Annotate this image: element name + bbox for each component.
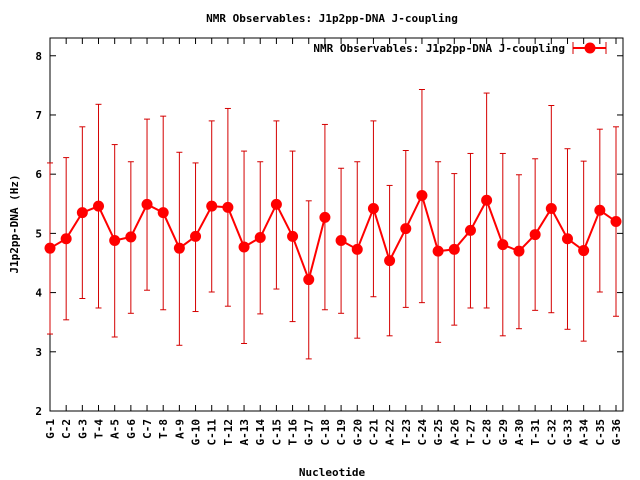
data-point xyxy=(222,201,234,213)
x-tick-label: G-36 xyxy=(610,419,623,446)
x-axis: G-1 C-2 G-3 T-4 A-5 G-6 C-7 T-8 A-9 G-10 C-11 T-12 A… xyxy=(44,38,623,446)
x-tick-label: A-5 xyxy=(109,419,122,439)
series-line-segment xyxy=(49,202,326,283)
x-axis-label: Nucleotide xyxy=(299,466,366,479)
series-line-segment xyxy=(340,192,617,264)
data-point xyxy=(109,234,121,246)
x-tick-label: T-27 xyxy=(464,419,477,446)
chart-title: NMR Observables: J1p2pp-DNA J-coupling xyxy=(206,12,458,25)
x-tick-label: T-23 xyxy=(400,419,413,446)
x-tick-label: C-18 xyxy=(319,419,332,446)
data-point xyxy=(416,189,428,201)
x-tick-label: G-1 xyxy=(44,419,57,439)
data-point xyxy=(303,274,315,286)
x-tick-label: C-7 xyxy=(141,419,154,439)
x-tick-label: G-14 xyxy=(254,419,267,446)
y-tick-label: 8 xyxy=(35,50,42,63)
x-tick-label: G-17 xyxy=(303,419,316,446)
data-point xyxy=(448,243,460,255)
data-point xyxy=(157,207,169,219)
data-point xyxy=(529,229,541,241)
x-tick-label: C-32 xyxy=(545,419,558,446)
x-tick-label: A-9 xyxy=(173,419,186,439)
data-point xyxy=(400,223,412,235)
data-point xyxy=(497,239,509,251)
legend-label: NMR Observables: J1p2pp-DNA J-coupling xyxy=(313,42,565,55)
y-tick-label: 5 xyxy=(35,227,42,240)
x-tick-label: T-16 xyxy=(287,419,300,446)
x-tick-label: A-13 xyxy=(238,419,251,446)
data-point xyxy=(594,204,606,216)
data-point xyxy=(335,234,347,246)
x-tick-label: A-34 xyxy=(578,419,591,446)
data-point xyxy=(384,255,396,267)
x-tick-label: G-33 xyxy=(561,419,574,446)
x-tick-label: G-20 xyxy=(351,419,364,446)
x-tick-label: C-28 xyxy=(481,419,494,446)
data-point xyxy=(351,243,363,255)
data-point xyxy=(125,231,137,243)
data-point xyxy=(367,203,379,215)
data-point xyxy=(464,224,476,236)
x-tick-label: A-22 xyxy=(384,419,397,446)
data-point xyxy=(93,200,105,212)
y-axis-label: J1p2pp-DNA (Hz) xyxy=(8,174,21,273)
data-point xyxy=(60,233,72,245)
data-point xyxy=(561,233,573,245)
x-tick-label: G-10 xyxy=(190,419,203,446)
x-tick-label: G-25 xyxy=(432,419,445,446)
x-tick-label: T-12 xyxy=(222,419,235,446)
legend-marker xyxy=(584,42,596,54)
x-tick-label: T-31 xyxy=(529,419,542,446)
x-tick-label: C-11 xyxy=(206,419,219,446)
legend: NMR Observables: J1p2pp-DNA J-coupling xyxy=(313,42,607,55)
data-point xyxy=(76,207,88,219)
y-tick-label: 3 xyxy=(35,346,42,359)
data-point xyxy=(206,200,218,212)
x-tick-label: G-29 xyxy=(497,419,510,446)
y-tick-label: 2 xyxy=(35,405,42,418)
data-point xyxy=(513,245,525,257)
x-tick-label: C-19 xyxy=(335,419,348,446)
data-point xyxy=(173,242,185,254)
data-point xyxy=(190,230,202,242)
x-tick-label: A-30 xyxy=(513,419,526,446)
data-point xyxy=(44,242,56,254)
x-tick-label: C-35 xyxy=(594,419,607,446)
x-tick-label: T-8 xyxy=(157,419,170,439)
y-tick-label: 4 xyxy=(35,287,42,300)
data-point xyxy=(545,203,557,215)
data-point xyxy=(432,245,444,257)
data-point xyxy=(141,198,153,210)
data-point xyxy=(287,230,299,242)
data-point xyxy=(238,241,250,253)
y-axis: 2 3 4 5 6 7 8 xyxy=(35,50,623,418)
data-point xyxy=(481,194,493,206)
x-tick-label: A-26 xyxy=(448,419,461,446)
y-tick-label: 6 xyxy=(35,168,42,181)
x-tick-label: C-2 xyxy=(60,419,73,439)
data-point xyxy=(254,232,266,244)
data-point xyxy=(578,245,590,257)
error-bars xyxy=(47,89,619,360)
x-tick-label: T-4 xyxy=(93,419,106,439)
x-tick-label: C-21 xyxy=(367,419,380,446)
x-tick-label: G-6 xyxy=(125,419,138,439)
data-point xyxy=(610,216,622,228)
y-tick-label: 7 xyxy=(35,109,42,122)
data-point xyxy=(319,211,331,223)
x-tick-label: C-24 xyxy=(416,419,429,446)
data-point xyxy=(270,198,282,210)
x-tick-label: G-3 xyxy=(76,419,89,439)
x-tick-label: C-15 xyxy=(270,419,283,446)
series-points xyxy=(44,189,622,286)
